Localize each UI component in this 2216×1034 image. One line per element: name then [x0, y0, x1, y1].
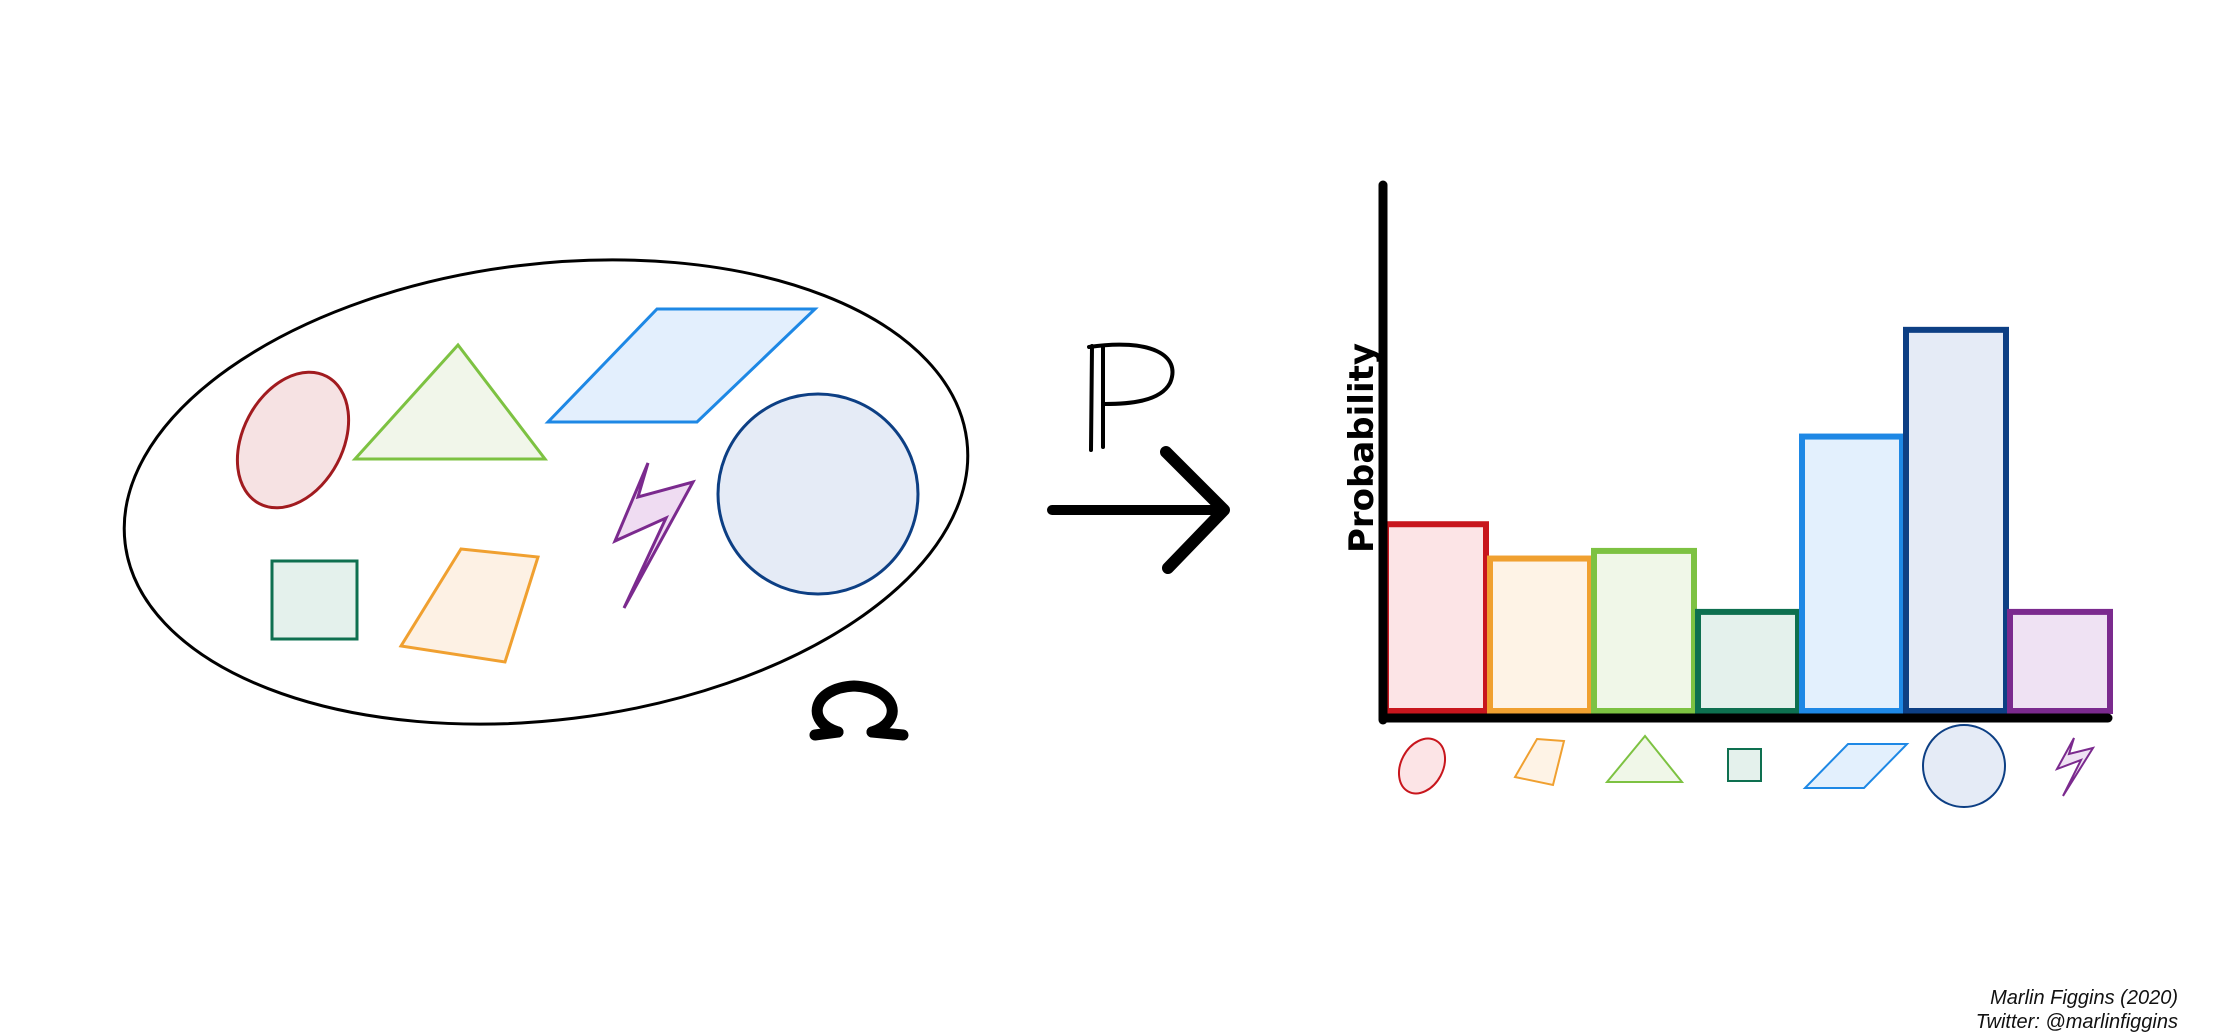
- category-icon-square: [1727, 748, 1762, 782]
- probability-measure-arrow: ℙ: [1047, 342, 1230, 574]
- omega-label: Ω: [809, 680, 909, 741]
- circle-shape: [716, 392, 920, 596]
- bar-triangle: [1591, 547, 1697, 714]
- y-axis-label: Probability: [1342, 343, 1382, 553]
- square-shape: [270, 559, 359, 641]
- category-icon-trapezoid: [1513, 737, 1566, 787]
- ellipse-shape: [235, 370, 351, 510]
- trapezoid-shape: [398, 547, 540, 664]
- parallelogram-shape: [544, 307, 819, 424]
- category-icons-group: [1397, 724, 2096, 808]
- triangle-shape: [351, 342, 549, 461]
- sample-space-boundary: [122, 258, 970, 726]
- credit-twitter: Twitter: @marlinfiggins: [1975, 1011, 2178, 1033]
- category-icon-circle: [1922, 724, 2006, 808]
- bars-group: [1383, 326, 2113, 715]
- blackboard-p-label: [1087, 342, 1175, 452]
- category-icon-triangle: [1604, 734, 1685, 783]
- bar-ellipse: [1383, 521, 1489, 714]
- lightning-shape: [612, 462, 697, 609]
- credit-author: Marlin Figgins (2020): [1990, 987, 2178, 1009]
- probability-chart: Probability: [1342, 180, 2113, 808]
- credit: Marlin Figgins (2020) Twitter: @marlinfi…: [1976, 986, 2178, 1034]
- bar-parallelogram: [1799, 433, 1905, 714]
- bar-trapezoid: [1487, 555, 1593, 715]
- category-icon-parallelogram: [1802, 743, 1910, 789]
- category-icon-lightning: [2054, 737, 2096, 797]
- category-icon-ellipse: [1397, 737, 1447, 795]
- bar-lightning: [2007, 608, 2113, 715]
- arrow-head: [1160, 446, 1230, 574]
- bar-circle: [1903, 326, 2009, 714]
- sample-space: Ω: [122, 258, 970, 741]
- bar-square: [1695, 608, 1801, 715]
